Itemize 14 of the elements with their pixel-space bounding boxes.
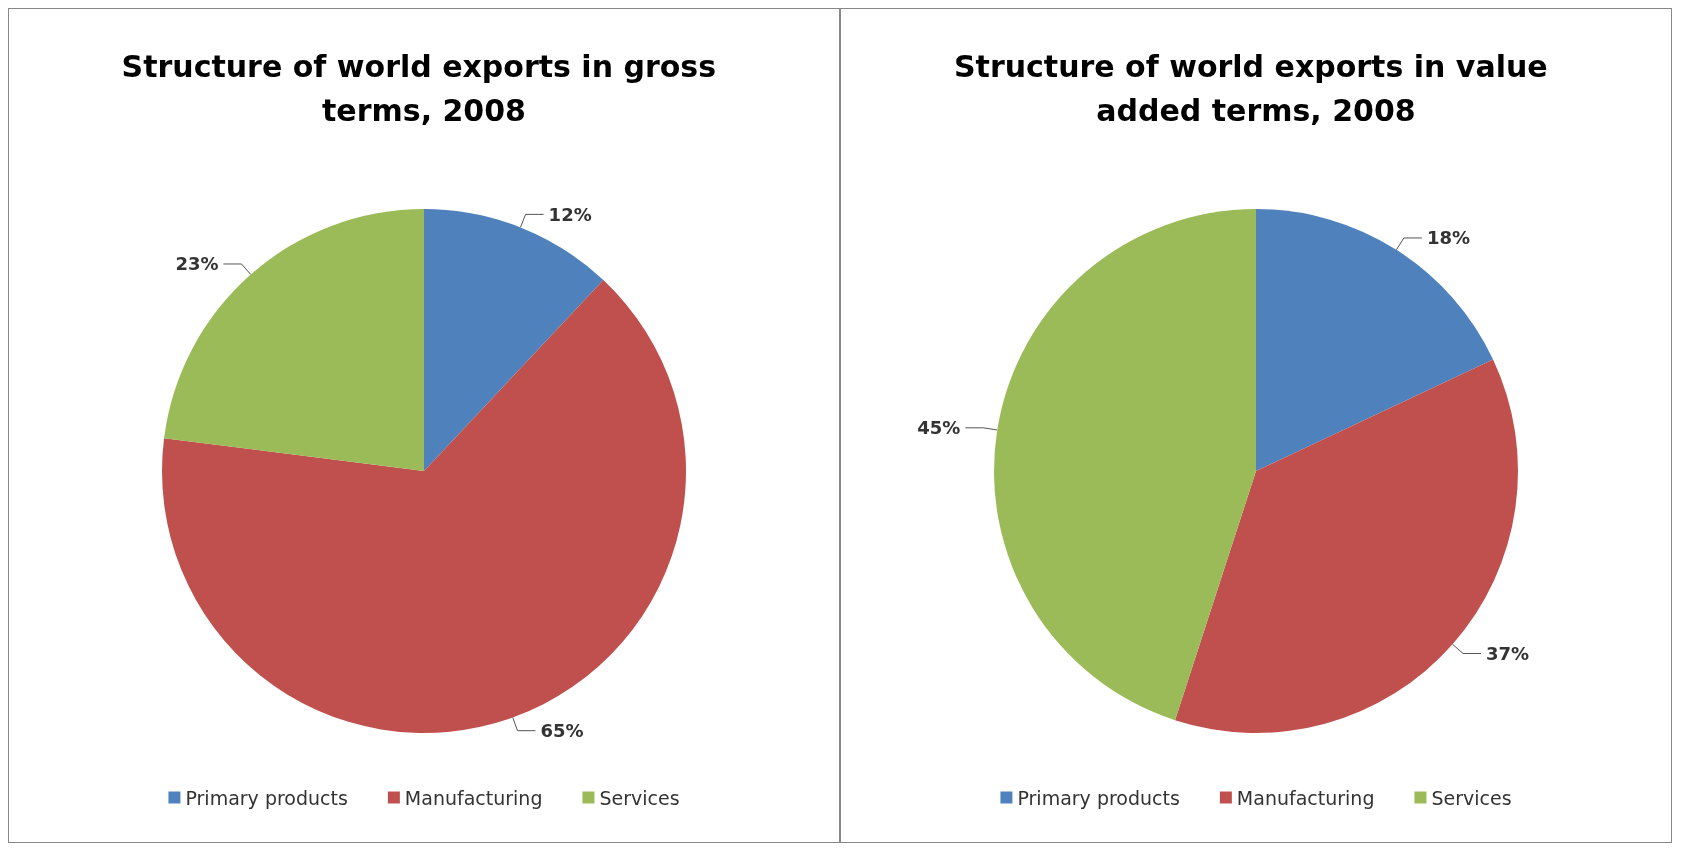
chart-title: Structure of world exports in gross terms, 2008	[121, 48, 727, 128]
data-label: 45%	[917, 417, 961, 439]
legend-label: Manufacturing	[404, 786, 543, 809]
legend-label: Primary products	[1017, 786, 1180, 809]
legend-label: Services	[1431, 786, 1512, 809]
legend-label: Manufacturing	[1236, 786, 1375, 809]
legend-label: Services	[599, 786, 680, 809]
data-label: 12%	[548, 203, 592, 225]
data-label: 65%	[540, 720, 584, 742]
data-label: 23%	[175, 253, 219, 275]
data-label: 18%	[1426, 227, 1470, 249]
chart-title: Structure of world exports in value added terms, 2008	[953, 48, 1559, 128]
data-label: 37%	[1486, 643, 1530, 665]
legend-label: Primary products	[185, 786, 348, 809]
